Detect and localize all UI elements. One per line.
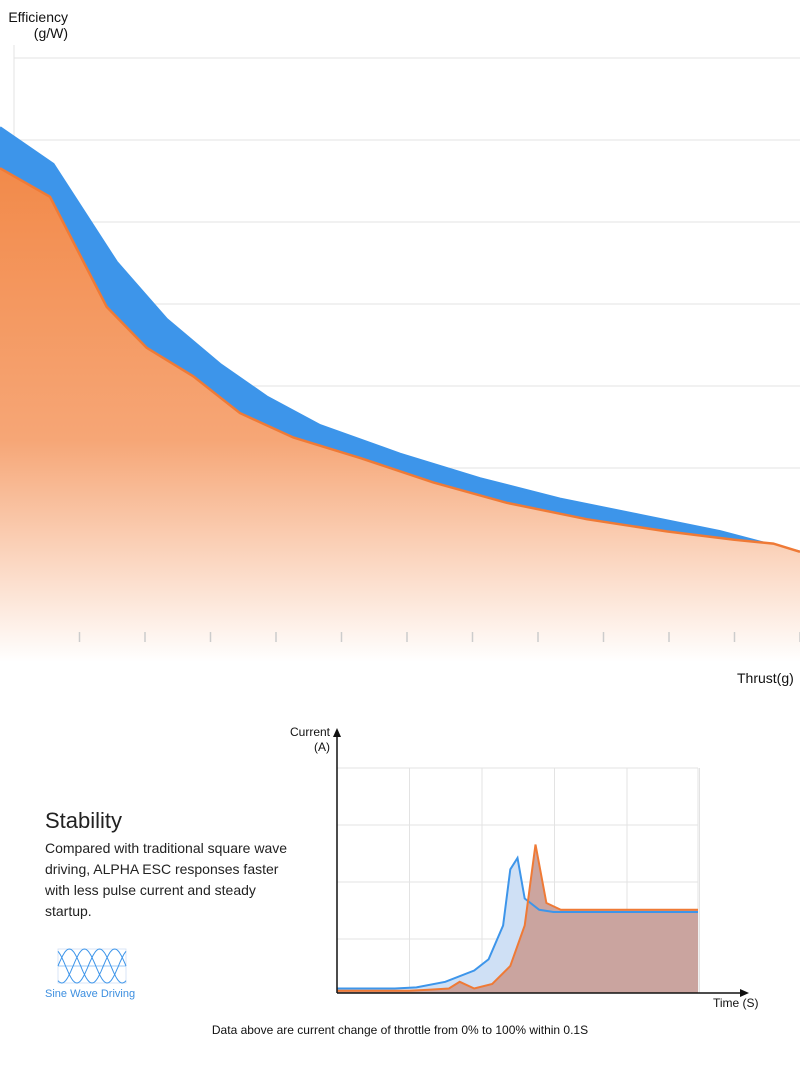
efficiency-y-label-line1: Efficiency — [8, 9, 68, 25]
efficiency-line-orange — [0, 167, 800, 553]
current-chart-caption: Data above are current change of throttl… — [211, 1023, 589, 1037]
current-series — [337, 844, 698, 993]
efficiency-line-blue — [0, 126, 800, 554]
stability-description: Compared with traditional square wave dr… — [45, 840, 288, 919]
efficiency-x-axis-label: Thrust(g) — [737, 670, 794, 686]
sine-wave-icon — [57, 948, 127, 984]
sine-wave-curve — [57, 948, 127, 984]
efficiency-x-ticks — [78, 632, 800, 642]
efficiency-y-label-line2: (g/W) — [33, 25, 68, 41]
current-x-axis-label: Time (S) — [713, 996, 759, 1010]
current-area-orange — [337, 844, 698, 993]
stability-title: Stability — [45, 808, 123, 833]
efficiency-series — [0, 126, 800, 662]
current-axes — [333, 728, 749, 997]
current-x-axis-arrow — [740, 989, 749, 997]
current-y-axis-label: Current (A) — [282, 725, 330, 755]
current-y-label-line2: (A) — [314, 740, 330, 754]
current-line-blue — [337, 855, 698, 990]
efficiency-area-orange — [0, 168, 800, 662]
current-y-axis-arrow — [333, 728, 341, 737]
current-y-label-line1: Current — [289, 725, 330, 739]
current-line-orange — [337, 844, 698, 992]
sine-wave-label: Sine Wave Driving — [45, 988, 136, 1000]
sine-wave-curve — [57, 948, 127, 984]
efficiency-y-axis-label: Efficiency (g/W) — [6, 9, 68, 41]
